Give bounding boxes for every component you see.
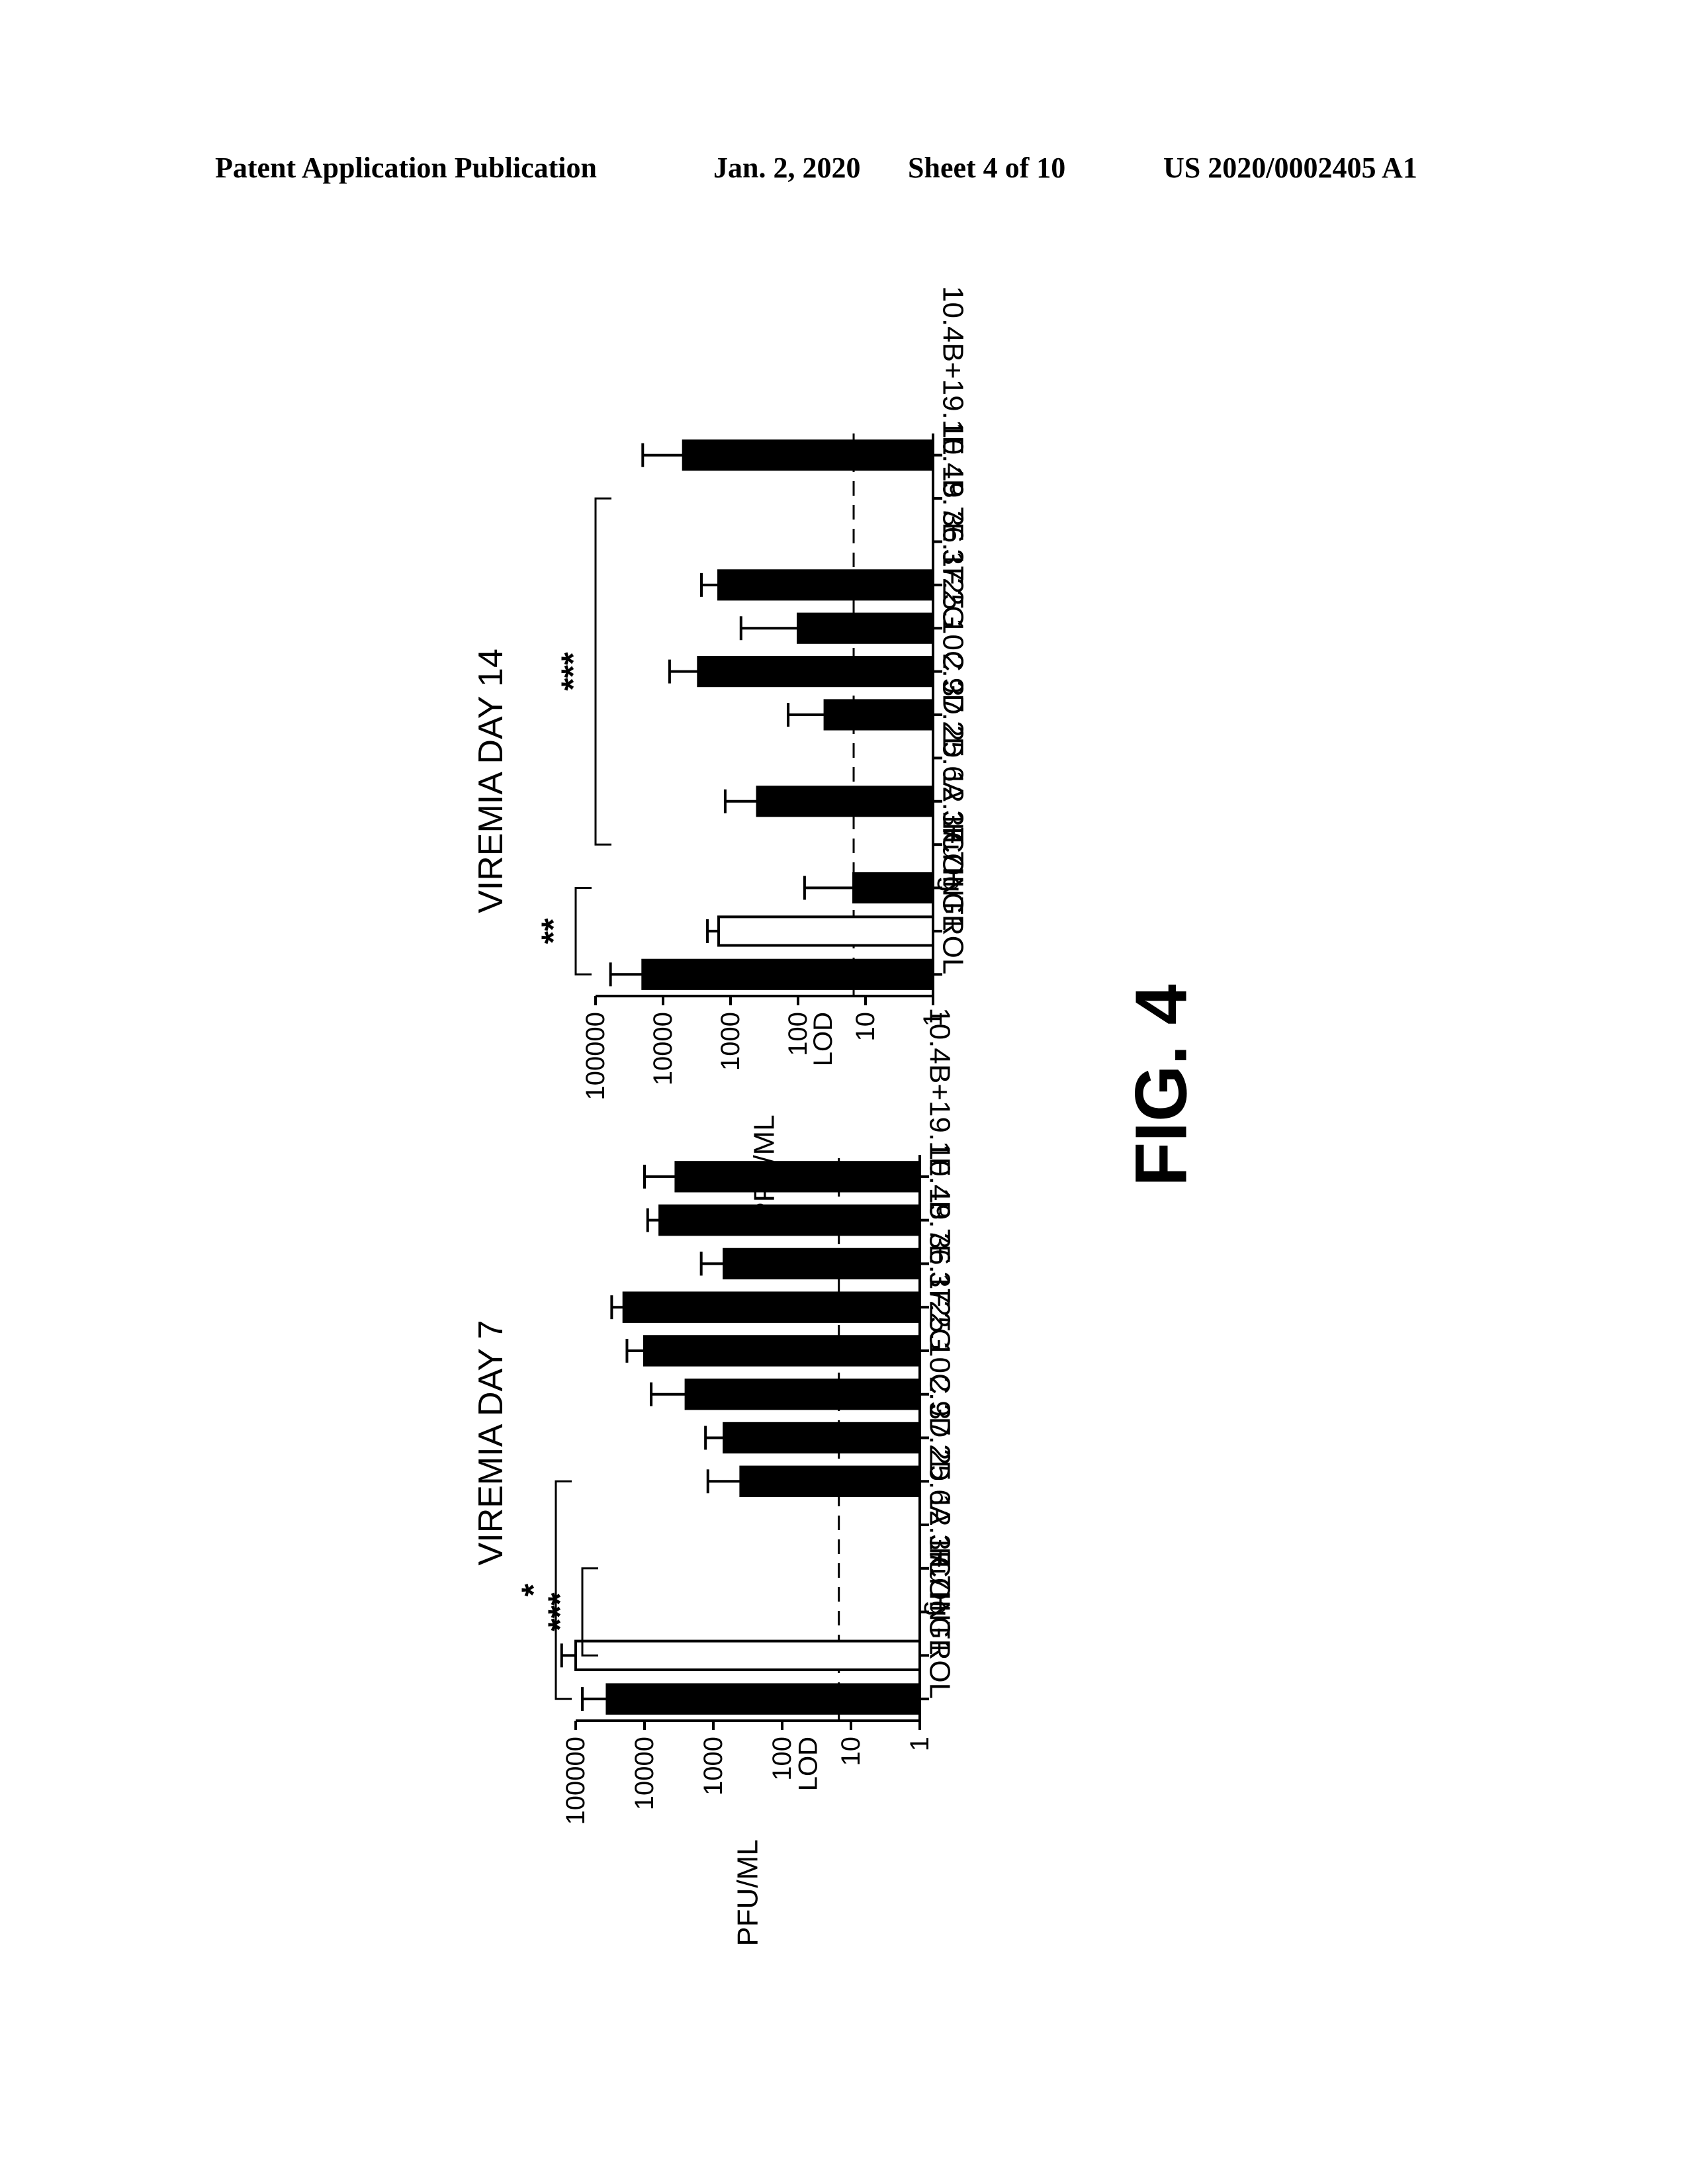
category-label: 19.7E: [924, 1187, 956, 1263]
tick-label: 10000: [648, 1012, 678, 1085]
bar-hu-igg1: [717, 915, 934, 947]
chart-title: VIREMIA DAY 7: [472, 1320, 510, 1566]
category-label: 10.4B: [937, 422, 969, 498]
category-label: 10.4B+19.1E: [924, 1007, 956, 1177]
tick-label: 100000: [581, 1012, 610, 1100]
category-label: 37.2D: [924, 1404, 956, 1481]
significance-stars: **: [535, 918, 572, 944]
bar-10-4b: [658, 1204, 921, 1236]
category-label: 2.9D: [924, 1377, 956, 1438]
significance-bracket: [594, 497, 611, 846]
category-label: 37.7H: [924, 1534, 956, 1612]
bar-10-4b-19-1e: [674, 1161, 921, 1193]
bar-10-4b-19-1e: [682, 439, 935, 471]
bar-37-2g: [797, 612, 934, 644]
category-label: 10.4B+19.1E: [937, 286, 969, 455]
bar-36-1f: [622, 1291, 921, 1323]
significance-bracket: [555, 1480, 572, 1700]
category-label: CONTROL: [924, 1557, 956, 1699]
category-label: CONTROL: [937, 832, 969, 974]
category-label: 37.2G: [937, 549, 969, 628]
category-label: 37.2G: [924, 1271, 956, 1351]
category-label: 36.1F: [937, 510, 969, 585]
header-sheet: Sheet 4 of 10: [908, 152, 1066, 184]
y-axis-label: PFU/ML: [748, 1115, 781, 1221]
category-label: 37.2D: [937, 680, 969, 758]
bar-control: [641, 958, 934, 990]
category-label: Hu IgG1: [924, 1547, 956, 1655]
bar-2-9d: [823, 699, 934, 731]
header-date: Jan. 2, 2020: [713, 152, 861, 184]
significance-stars: ***: [555, 652, 592, 691]
significance-bracket: [581, 1567, 598, 1657]
bar-control: [605, 1683, 921, 1715]
tick-label: 100: [768, 1737, 797, 1781]
bar-25-10c: [684, 1379, 922, 1410]
chart-title: VIREMIA DAY 14: [472, 649, 510, 913]
bar-37-2g: [643, 1335, 921, 1367]
chart-day-7: 1 10 100 1000 10000 100000 LOD PFU/ML VIREMIA DA…: [472, 1007, 956, 1946]
category-label: 10.4B: [924, 1144, 956, 1220]
significance-stars: *: [515, 1583, 552, 1596]
bar-25-10c: [697, 656, 934, 688]
bar-25-6a: [756, 786, 934, 817]
tick-label: 100000: [561, 1737, 590, 1825]
bar-19-7e: [723, 1248, 922, 1280]
header-number: US 2020/0002405 A1: [1163, 152, 1417, 184]
category-label: 36.1F: [924, 1233, 956, 1308]
category-label: 19.7E: [937, 465, 969, 541]
lod-label: LOD: [794, 1737, 823, 1791]
bar-37-2d: [739, 1465, 921, 1497]
significance-bracket: [574, 887, 592, 976]
tick-label: 1000: [699, 1737, 728, 1796]
category-label: 12.1F: [937, 770, 969, 845]
tick-label: 10: [851, 1012, 880, 1042]
category-label: 25.6A: [924, 1449, 956, 1525]
category-label: Hu IgG1: [937, 823, 969, 931]
category-label: 25.6A: [937, 725, 969, 802]
category-label: 2.9D: [937, 653, 969, 715]
tick-label: 1: [918, 1012, 948, 1026]
significance-stars: ***: [541, 1592, 578, 1631]
bar-36-1f: [717, 569, 934, 601]
tick-label: 100: [783, 1012, 813, 1056]
tick-label: 1: [905, 1737, 934, 1751]
chart-day-14: 1 10 100 1000 10000 100000 LOD PFU/ML VIREMIA DA…: [472, 286, 969, 1222]
category-label: 25.10C: [937, 578, 969, 672]
y-axis-label: PFU/ML: [732, 1839, 764, 1946]
category-label: 12.1F: [924, 1494, 956, 1569]
tick-label: 1000: [716, 1012, 745, 1071]
bar-2-9d: [723, 1422, 922, 1454]
bar-hu-igg1: [574, 1639, 921, 1672]
tick-label: 10000: [630, 1737, 659, 1810]
header-left: Patent Application Publication: [215, 152, 597, 184]
bar-37-7h: [852, 872, 935, 904]
tick-label: 10: [836, 1737, 866, 1766]
category-label: 37.7H: [937, 810, 969, 887]
lod-label: LOD: [809, 1012, 838, 1066]
figure-label: FIG. 4: [1121, 984, 1202, 1187]
category-label: 25.10C: [924, 1300, 956, 1394]
